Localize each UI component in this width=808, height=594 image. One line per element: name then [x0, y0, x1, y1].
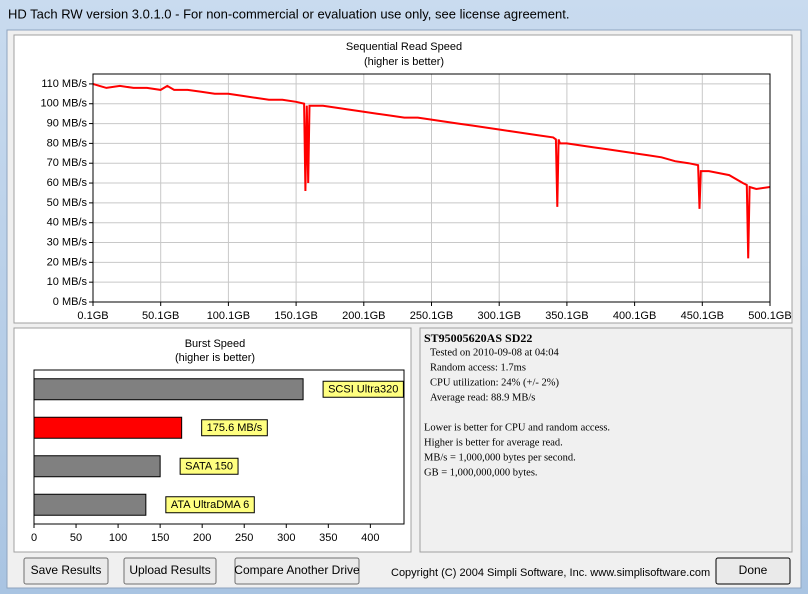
read-speed-line: [92, 82, 771, 259]
y-tick-label: 20 MB/s: [47, 256, 88, 268]
bar-label-box: [201, 419, 268, 437]
button-label[interactable]: Upload Results: [129, 563, 210, 577]
button-label[interactable]: Done: [739, 563, 768, 577]
y-tick-label: 90 MB/s: [47, 117, 88, 129]
y-tick-label: 80 MB/s: [47, 137, 88, 149]
drive-name: ST95005620AS SD22: [424, 331, 532, 345]
info-panel: [419, 327, 793, 553]
bar-label: 175.6 MB/s: [207, 422, 263, 434]
y-tick-label: 30 MB/s: [47, 236, 88, 248]
bar: [33, 416, 183, 439]
bar: [33, 378, 304, 401]
y-tick-label: 110 MB/s: [41, 78, 87, 90]
x-tick-label: 300.1GB: [477, 310, 520, 322]
result-line: Tested on 2010-09-08 at 04:04: [430, 347, 559, 358]
x-tick-label: 100.1GB: [207, 310, 250, 322]
button[interactable]: [715, 557, 791, 585]
chart-title: Burst Speed: [185, 338, 246, 350]
x-tick-label: 400.1GB: [613, 310, 656, 322]
x-tick-label: 0.1GB: [77, 310, 108, 322]
chart-title: Sequential Read Speed: [346, 41, 462, 53]
note-line: Higher is better for average read.: [424, 437, 563, 448]
x-tick-label: 450.1GB: [681, 310, 724, 322]
x-tick-label: 200: [193, 532, 211, 544]
x-tick-label: 500.1GB: [748, 310, 791, 322]
x-tick-label: 250.1GB: [410, 310, 453, 322]
x-tick-label: 300: [277, 532, 295, 544]
result-line: CPU utilization: 24% (+/- 2%): [430, 377, 559, 388]
x-tick-label: 0: [31, 532, 37, 544]
x-tick-label: 50: [70, 532, 82, 544]
x-tick-label: 350.1GB: [545, 310, 588, 322]
y-tick-label: 60 MB/s: [47, 177, 88, 189]
x-tick-label: 150.1GB: [274, 310, 317, 322]
result-line: Random access: 1.7ms: [430, 362, 526, 373]
x-tick-label: 250: [235, 532, 253, 544]
button-label[interactable]: Save Results: [31, 563, 102, 577]
bar-label-box: [179, 457, 239, 475]
x-tick-label: 200.1GB: [342, 310, 385, 322]
button[interactable]: [123, 557, 217, 585]
note-line: Lower is better for CPU and random acces…: [424, 422, 610, 433]
copyright: Copyright (C) 2004 Simpli Software, Inc.…: [391, 567, 710, 579]
y-tick-label: 0 MB/s: [53, 296, 88, 308]
x-tick-label: 50.1GB: [142, 310, 179, 322]
bar: [33, 455, 161, 478]
plot-border: [33, 369, 405, 525]
bar: [33, 493, 147, 516]
bar-label: SATA 150: [185, 461, 233, 473]
x-tick-label: 350: [319, 532, 337, 544]
y-tick-label: 10 MB/s: [47, 276, 88, 288]
y-tick-label: 40 MB/s: [47, 217, 88, 229]
bar-label-box: [322, 380, 404, 398]
chart-subtitle: (higher is better): [364, 56, 444, 68]
bar-label: ATA UltraDMA 6: [171, 499, 249, 511]
note-line: MB/s = 1,000,000 bytes per second.: [424, 452, 576, 463]
bar-label: SCSI Ultra320: [328, 384, 398, 396]
x-tick-label: 150: [151, 532, 169, 544]
button[interactable]: [23, 557, 109, 585]
x-tick-label: 400: [361, 532, 379, 544]
plot-border: [92, 73, 771, 303]
y-tick-label: 50 MB/s: [47, 197, 88, 209]
note-line: GB = 1,000,000,000 bytes.: [424, 467, 538, 478]
y-tick-label: 100 MB/s: [41, 98, 88, 110]
y-tick-label: 70 MB/s: [47, 157, 88, 169]
x-tick-label: 100: [109, 532, 127, 544]
window-title: HD Tach RW version 3.0.1.0 - For non-com…: [8, 6, 569, 21]
button-label[interactable]: Compare Another Drive: [234, 563, 360, 577]
result-line: Average read: 88.9 MB/s: [430, 392, 535, 403]
bar-label-box: [165, 496, 255, 514]
chart-subtitle: (higher is better): [175, 352, 255, 364]
button[interactable]: [234, 557, 360, 585]
